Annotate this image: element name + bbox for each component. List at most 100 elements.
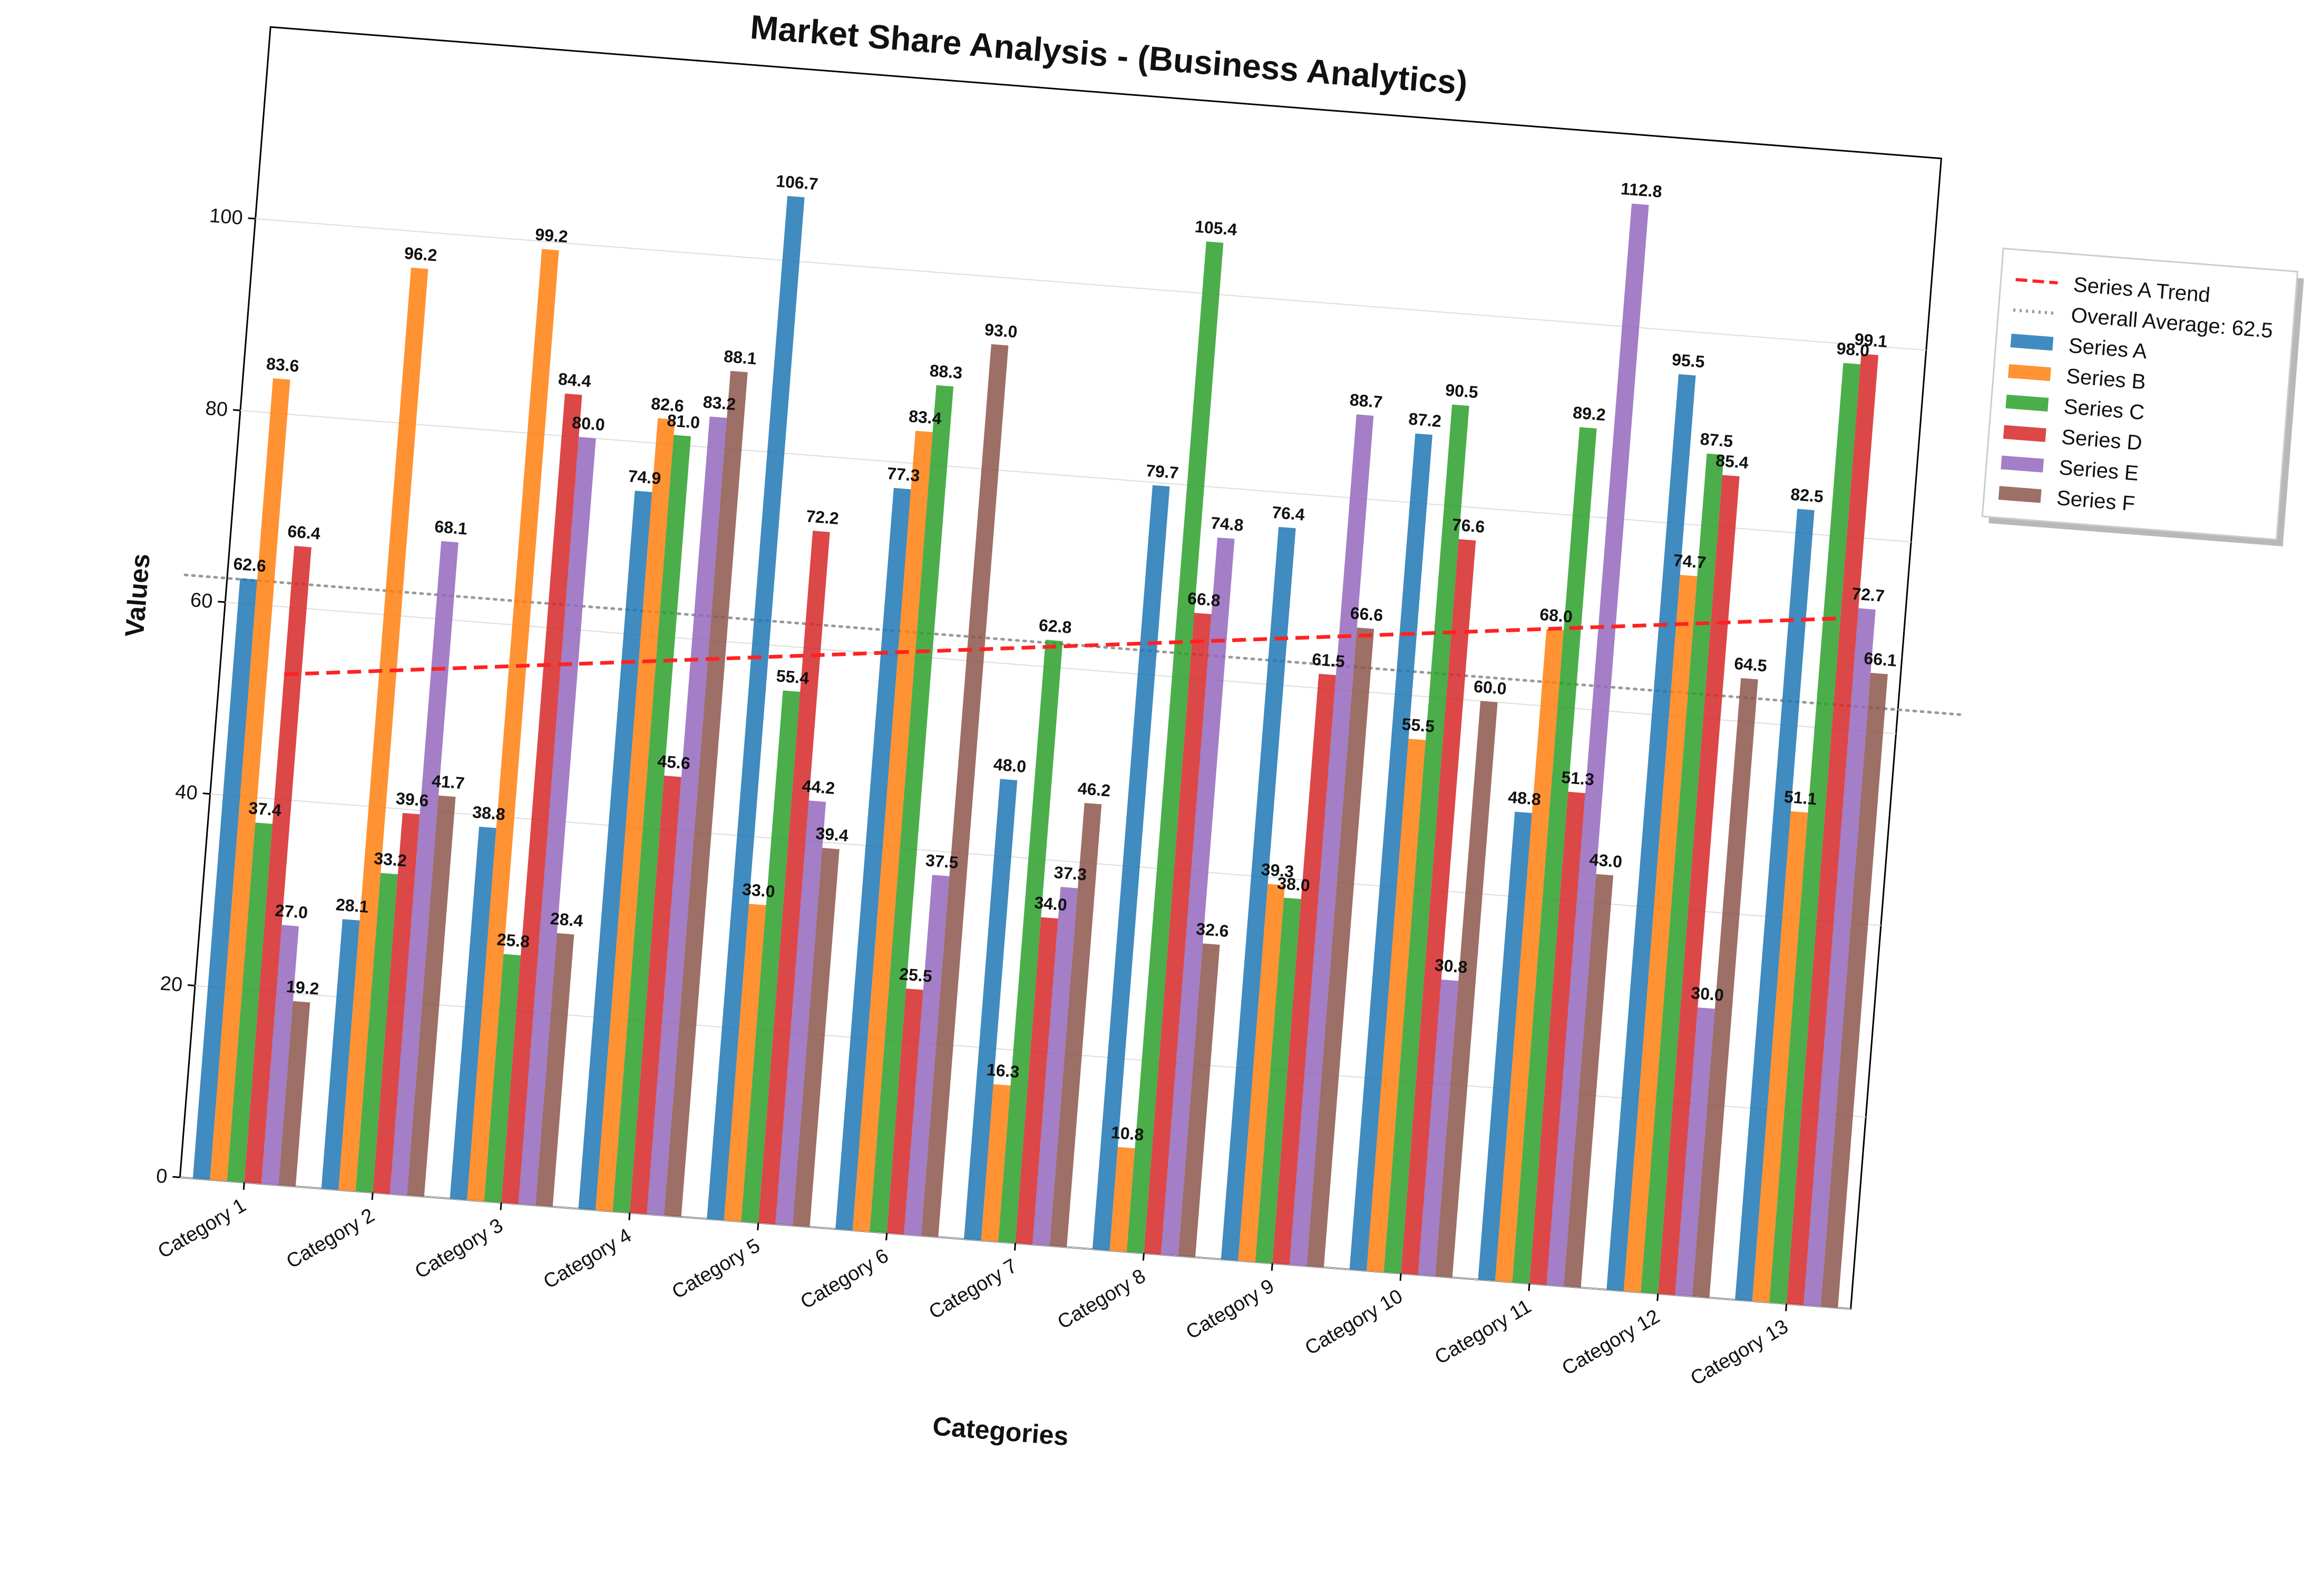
data-label: 66.6 bbox=[1350, 603, 1384, 625]
data-label: 30.8 bbox=[1434, 955, 1468, 977]
x-tick-label: Category 6 bbox=[797, 1245, 892, 1314]
x-tick-label: Category 7 bbox=[925, 1255, 1021, 1324]
bar bbox=[1178, 943, 1220, 1258]
data-label: 37.4 bbox=[248, 798, 282, 820]
data-label: 45.6 bbox=[657, 751, 691, 773]
x-tick-mark bbox=[242, 1182, 245, 1190]
bar bbox=[1289, 414, 1374, 1266]
data-label: 112.8 bbox=[1620, 179, 1663, 201]
x-tick-label: Category 12 bbox=[1558, 1305, 1664, 1379]
bar bbox=[1564, 874, 1614, 1288]
x-tick-mark bbox=[1656, 1294, 1659, 1301]
data-label: 77.3 bbox=[886, 464, 921, 485]
data-label: 25.8 bbox=[496, 930, 530, 952]
x-tick-label: Category 4 bbox=[540, 1225, 635, 1294]
x-tick-label: Category 1 bbox=[154, 1194, 250, 1263]
bar bbox=[1803, 608, 1876, 1307]
data-label: 87.2 bbox=[1408, 409, 1442, 431]
data-label: 76.4 bbox=[1271, 503, 1305, 524]
bar bbox=[227, 823, 272, 1183]
grid-line bbox=[255, 218, 1926, 351]
bar bbox=[1015, 917, 1058, 1245]
legend-swatch bbox=[1998, 486, 2042, 503]
y-tick-mark bbox=[188, 984, 196, 987]
bar bbox=[775, 800, 826, 1226]
bar bbox=[981, 1084, 1011, 1242]
y-tick-label: 60 bbox=[190, 589, 213, 613]
data-label: 74.9 bbox=[628, 466, 662, 488]
bar bbox=[904, 875, 950, 1236]
data-label: 74.7 bbox=[1673, 551, 1707, 572]
data-label: 25.5 bbox=[899, 964, 933, 986]
bar bbox=[707, 195, 805, 1220]
bar bbox=[1418, 980, 1459, 1276]
data-label: 39.6 bbox=[395, 789, 430, 810]
bar bbox=[1495, 629, 1564, 1282]
legend-swatch bbox=[2005, 394, 2049, 412]
data-label: 87.5 bbox=[1700, 429, 1734, 451]
x-tick-label: Category 11 bbox=[1431, 1295, 1535, 1369]
data-label: 88.7 bbox=[1349, 390, 1383, 412]
data-labels-layer: 62.6 28.1 38.8 74.9 106.7 77.3 48.0 79.7 76.4 87.… bbox=[232, 171, 1897, 1144]
bar bbox=[1512, 427, 1597, 1284]
bar bbox=[886, 988, 923, 1235]
y-tick-label: 100 bbox=[209, 204, 244, 229]
data-label: 55.5 bbox=[1401, 714, 1435, 736]
data-label: 84.4 bbox=[558, 369, 592, 391]
data-label: 51.1 bbox=[1783, 787, 1818, 809]
bar bbox=[1606, 374, 1696, 1291]
bar bbox=[1367, 738, 1426, 1272]
bar bbox=[1735, 508, 1815, 1301]
bar bbox=[450, 826, 496, 1200]
bar bbox=[389, 541, 459, 1196]
bar bbox=[1049, 802, 1102, 1247]
bar bbox=[1092, 485, 1170, 1251]
bar bbox=[501, 393, 582, 1205]
data-label: 51.3 bbox=[1561, 768, 1595, 789]
data-label: 98.0 bbox=[1836, 339, 1870, 360]
x-tick-label: Category 2 bbox=[282, 1204, 378, 1273]
data-label: 76.6 bbox=[1451, 515, 1486, 536]
data-label: 83.4 bbox=[908, 407, 942, 428]
bar bbox=[792, 848, 840, 1227]
bars-layer bbox=[192, 195, 1888, 1308]
data-label: 80.0 bbox=[571, 413, 606, 435]
bar bbox=[1623, 575, 1698, 1293]
data-label: 90.5 bbox=[1445, 380, 1479, 402]
data-label: 38.8 bbox=[472, 802, 506, 824]
bar bbox=[741, 690, 801, 1223]
x-tick-mark bbox=[1142, 1253, 1145, 1261]
bar bbox=[612, 435, 691, 1213]
bar bbox=[518, 437, 596, 1206]
data-label: 95.5 bbox=[1671, 350, 1705, 371]
bar bbox=[724, 904, 766, 1222]
y-tick-label: 0 bbox=[155, 1165, 168, 1188]
x-tick-mark bbox=[885, 1232, 888, 1241]
data-label: 82.5 bbox=[1790, 485, 1824, 506]
bar bbox=[1126, 241, 1224, 1254]
x-tick-label: Category 8 bbox=[1054, 1265, 1149, 1334]
bar bbox=[835, 488, 911, 1230]
data-label: 68.1 bbox=[434, 517, 468, 538]
data-label: 10.8 bbox=[1110, 1123, 1145, 1144]
data-label: 41.7 bbox=[431, 771, 465, 793]
data-label: 62.6 bbox=[232, 554, 267, 575]
data-label: 46.2 bbox=[1077, 779, 1111, 800]
data-label: 66.1 bbox=[1863, 649, 1897, 670]
bar bbox=[1383, 404, 1469, 1274]
y-tick-label: 80 bbox=[204, 397, 228, 421]
data-label: 96.2 bbox=[404, 243, 438, 265]
bar bbox=[595, 418, 675, 1212]
bar bbox=[244, 546, 311, 1184]
legend-swatch bbox=[2003, 425, 2046, 442]
data-label: 30.0 bbox=[1690, 983, 1724, 1005]
data-label: 66.4 bbox=[287, 522, 321, 543]
bar bbox=[921, 344, 1009, 1237]
bar bbox=[1752, 811, 1808, 1303]
bar bbox=[758, 531, 830, 1225]
x-tick-mark bbox=[371, 1192, 374, 1200]
data-label: 34.0 bbox=[1033, 893, 1068, 915]
y-axis: 0 20 40 60 80 100 bbox=[155, 204, 256, 1188]
data-label: 33.2 bbox=[373, 849, 407, 870]
